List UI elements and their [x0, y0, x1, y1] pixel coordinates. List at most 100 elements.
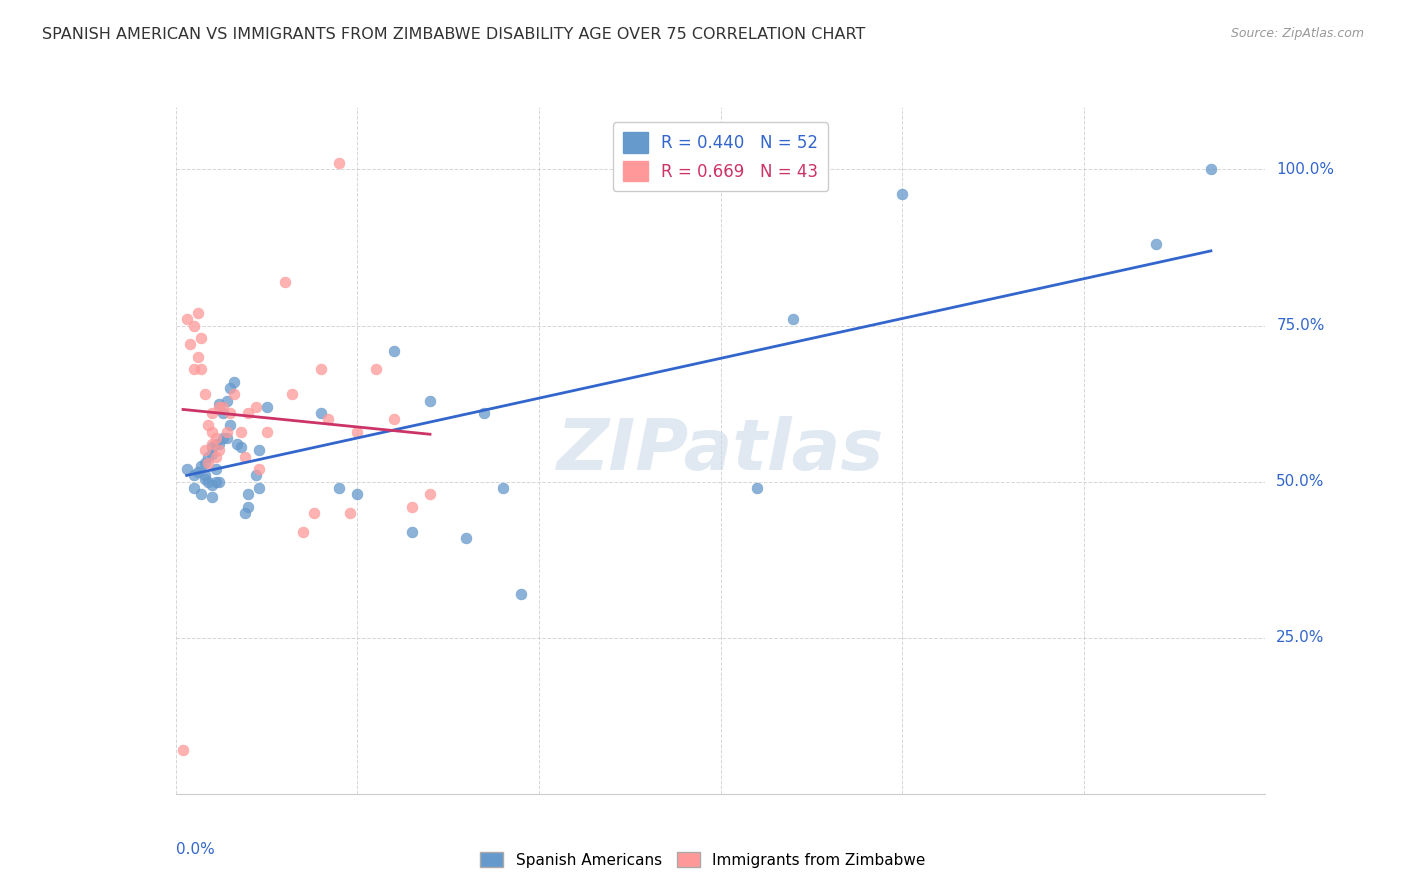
Point	[238, 406, 260, 420]
Point	[183, 468, 205, 483]
Point	[212, 406, 235, 420]
Point	[309, 362, 332, 376]
Point	[247, 443, 270, 458]
Point	[419, 393, 441, 408]
Text: 25.0%: 25.0%	[1277, 631, 1324, 645]
Point	[204, 431, 226, 445]
Text: 75.0%: 75.0%	[1277, 318, 1324, 333]
Point	[222, 375, 245, 389]
Point	[328, 481, 350, 495]
Point	[215, 425, 238, 439]
Point	[219, 418, 242, 433]
Point	[190, 458, 212, 473]
Point	[194, 456, 217, 470]
Point	[346, 487, 368, 501]
Point	[245, 400, 267, 414]
Point	[226, 437, 249, 451]
Point	[201, 491, 224, 505]
Point	[190, 362, 212, 376]
Text: 50.0%: 50.0%	[1277, 475, 1324, 489]
Text: ZIPatlas: ZIPatlas	[557, 416, 884, 485]
Point	[204, 450, 226, 464]
Point	[204, 475, 226, 489]
Point	[208, 400, 231, 414]
Point	[346, 425, 368, 439]
Point	[238, 500, 260, 514]
Point	[201, 478, 224, 492]
Text: Source: ZipAtlas.com: Source: ZipAtlas.com	[1230, 27, 1364, 40]
Point	[231, 425, 253, 439]
Point	[256, 425, 278, 439]
Point	[212, 431, 235, 445]
Point	[401, 524, 423, 539]
Point	[339, 506, 361, 520]
Legend: R = 0.440   N = 52, R = 0.669   N = 43: R = 0.440 N = 52, R = 0.669 N = 43	[613, 122, 828, 191]
Point	[172, 743, 194, 757]
Point	[318, 412, 340, 426]
Point	[492, 481, 515, 495]
Point	[194, 387, 217, 401]
Point	[190, 487, 212, 501]
Point	[247, 481, 270, 495]
Point	[309, 406, 332, 420]
Point	[382, 343, 405, 358]
Point	[382, 412, 405, 426]
Point	[201, 437, 224, 451]
Point	[328, 156, 350, 170]
Point	[208, 437, 231, 451]
Point	[222, 387, 245, 401]
Point	[208, 475, 231, 489]
Point	[176, 462, 198, 476]
Point	[745, 481, 768, 495]
Point	[201, 446, 224, 460]
Point	[183, 318, 205, 333]
Point	[256, 400, 278, 414]
Point	[197, 450, 219, 464]
Point	[212, 400, 235, 414]
Point	[274, 275, 297, 289]
Point	[291, 524, 314, 539]
Point	[194, 468, 217, 483]
Point	[891, 187, 914, 202]
Point	[201, 406, 224, 420]
Text: SPANISH AMERICAN VS IMMIGRANTS FROM ZIMBABWE DISABILITY AGE OVER 75 CORRELATION : SPANISH AMERICAN VS IMMIGRANTS FROM ZIMB…	[42, 27, 866, 42]
Point	[208, 443, 231, 458]
Point	[186, 466, 209, 480]
Point	[186, 350, 209, 364]
Point	[194, 471, 217, 485]
Point	[281, 387, 304, 401]
Point	[302, 506, 325, 520]
Point	[197, 418, 219, 433]
Point	[231, 440, 253, 454]
Point	[219, 406, 242, 420]
Point	[194, 443, 217, 458]
Point	[474, 406, 496, 420]
Point	[197, 475, 219, 489]
Point	[201, 425, 224, 439]
Point	[509, 587, 531, 601]
Point	[419, 487, 441, 501]
Text: 0.0%: 0.0%	[176, 842, 215, 857]
Legend: Spanish Americans, Immigrants from Zimbabwe: Spanish Americans, Immigrants from Zimba…	[472, 844, 934, 875]
Point	[247, 462, 270, 476]
Point	[1146, 237, 1168, 252]
Point	[233, 450, 256, 464]
Point	[238, 487, 260, 501]
Point	[215, 393, 238, 408]
Point	[176, 312, 198, 326]
Point	[208, 396, 231, 410]
Point	[364, 362, 387, 376]
Point	[179, 337, 201, 351]
Point	[219, 381, 242, 395]
Point	[197, 456, 219, 470]
Point	[215, 431, 238, 445]
Point	[456, 531, 478, 545]
Point	[183, 362, 205, 376]
Point	[190, 331, 212, 345]
Point	[204, 462, 226, 476]
Point	[401, 500, 423, 514]
Point	[245, 468, 267, 483]
Point	[183, 481, 205, 495]
Point	[201, 440, 224, 454]
Point	[782, 312, 804, 326]
